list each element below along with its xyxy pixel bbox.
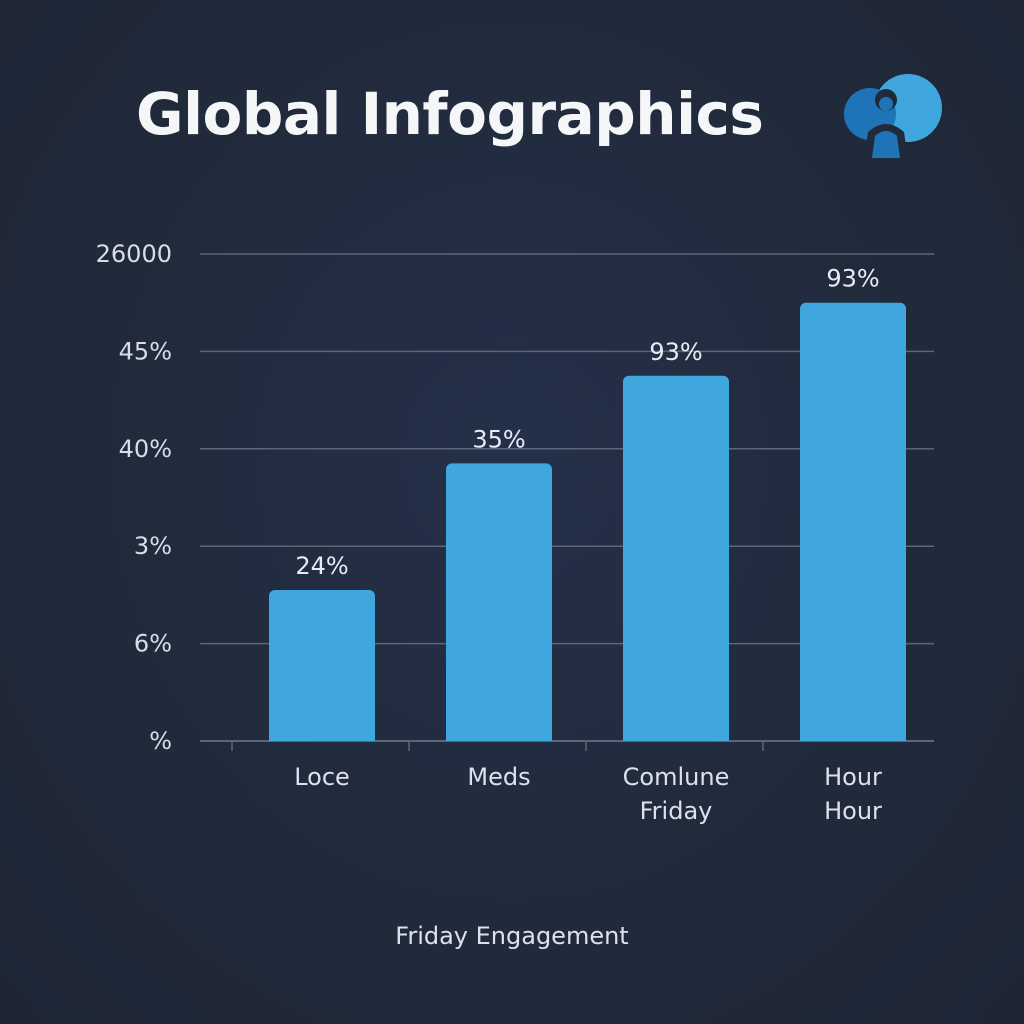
x-tick-label: Meds bbox=[467, 763, 530, 791]
data-label: 24% bbox=[295, 552, 348, 580]
x-tick-label: Friday bbox=[640, 797, 713, 825]
x-tick-label: Hour bbox=[824, 797, 882, 825]
x-tick-label: Hour bbox=[824, 763, 882, 791]
page-title: Global Infographics bbox=[136, 80, 764, 148]
data-label: 93% bbox=[649, 338, 702, 366]
data-label: 35% bbox=[472, 425, 525, 453]
y-tick-label: 6% bbox=[134, 630, 172, 658]
x-tick-label: Comlune bbox=[623, 763, 730, 791]
y-tick-label: 3% bbox=[134, 532, 172, 560]
y-tick-label: 26000 bbox=[96, 240, 172, 268]
bar bbox=[800, 302, 906, 741]
people-globe-icon bbox=[844, 74, 942, 160]
y-tick-label: 40% bbox=[119, 435, 172, 463]
x-tick-label: Loce bbox=[294, 763, 350, 791]
bar-base bbox=[269, 733, 375, 741]
bar-base bbox=[800, 733, 906, 741]
data-label: 93% bbox=[826, 265, 879, 293]
bar-base bbox=[446, 733, 552, 741]
bar bbox=[269, 590, 375, 741]
y-tick-label: % bbox=[149, 727, 172, 755]
x-axis-label: Friday Engagement bbox=[395, 922, 629, 950]
y-tick-label: 45% bbox=[119, 337, 172, 365]
bar-base bbox=[623, 733, 729, 741]
bar bbox=[446, 463, 552, 741]
bar bbox=[623, 375, 729, 741]
